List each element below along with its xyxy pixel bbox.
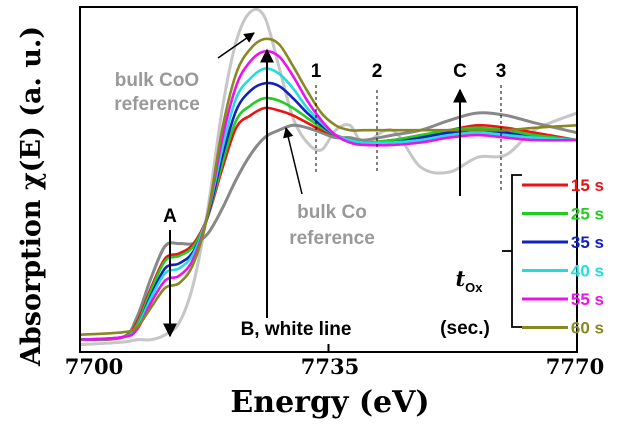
label-c: C <box>453 61 467 82</box>
arrow-bulk-co <box>283 126 303 195</box>
legend-label-25s: 25 s <box>571 205 604 224</box>
bulk-co-label-line1: bulk Co <box>297 202 367 223</box>
legend-title-t-main: t <box>455 266 465 291</box>
arrow-bulk-coo <box>217 32 255 59</box>
bulk-coo-label-line1: bulk CoO <box>115 70 199 91</box>
label-3: 3 <box>496 61 507 82</box>
legend-label-15s: 15 s <box>571 176 604 195</box>
legend-title-t: tOx <box>455 266 483 295</box>
x-axis-title: Energy (eV) <box>230 385 429 420</box>
series-line-55-s <box>81 49 576 341</box>
legend-label-40s: 40 s <box>571 262 604 281</box>
label-1: 1 <box>311 61 322 82</box>
label-a: A <box>163 206 177 227</box>
legend-bracket <box>502 174 522 328</box>
y-axis-title: Absorption χ(E) (a. u.) <box>16 26 47 367</box>
legend: 15 s 25 s 35 s 40 s 55 s 60 s <box>522 176 604 338</box>
label-2: 2 <box>372 61 383 82</box>
series-line-40-s <box>81 67 576 341</box>
series-group <box>81 8 576 347</box>
series-line-bulk-co-reference <box>81 111 576 342</box>
bulk-coo-label-line2: reference <box>114 94 200 115</box>
label-b-white-line: B, white line <box>241 319 352 340</box>
legend-label-55s: 55 s <box>571 290 604 309</box>
series-line-60-s <box>81 37 576 337</box>
bulk-co-label-line2: reference <box>289 228 375 249</box>
series-line-35-s <box>81 81 576 341</box>
x-tick-label-7735: 7735 <box>301 354 359 379</box>
legend-title-t-sub: Ox <box>465 280 483 295</box>
x-tick-label-7770: 7770 <box>546 354 604 379</box>
legend-title-unit: (sec.) <box>440 318 490 339</box>
legend-label-60s: 60 s <box>571 319 604 338</box>
legend-label-35s: 35 s <box>571 233 604 252</box>
x-tick-label-7700: 7700 <box>65 354 123 379</box>
